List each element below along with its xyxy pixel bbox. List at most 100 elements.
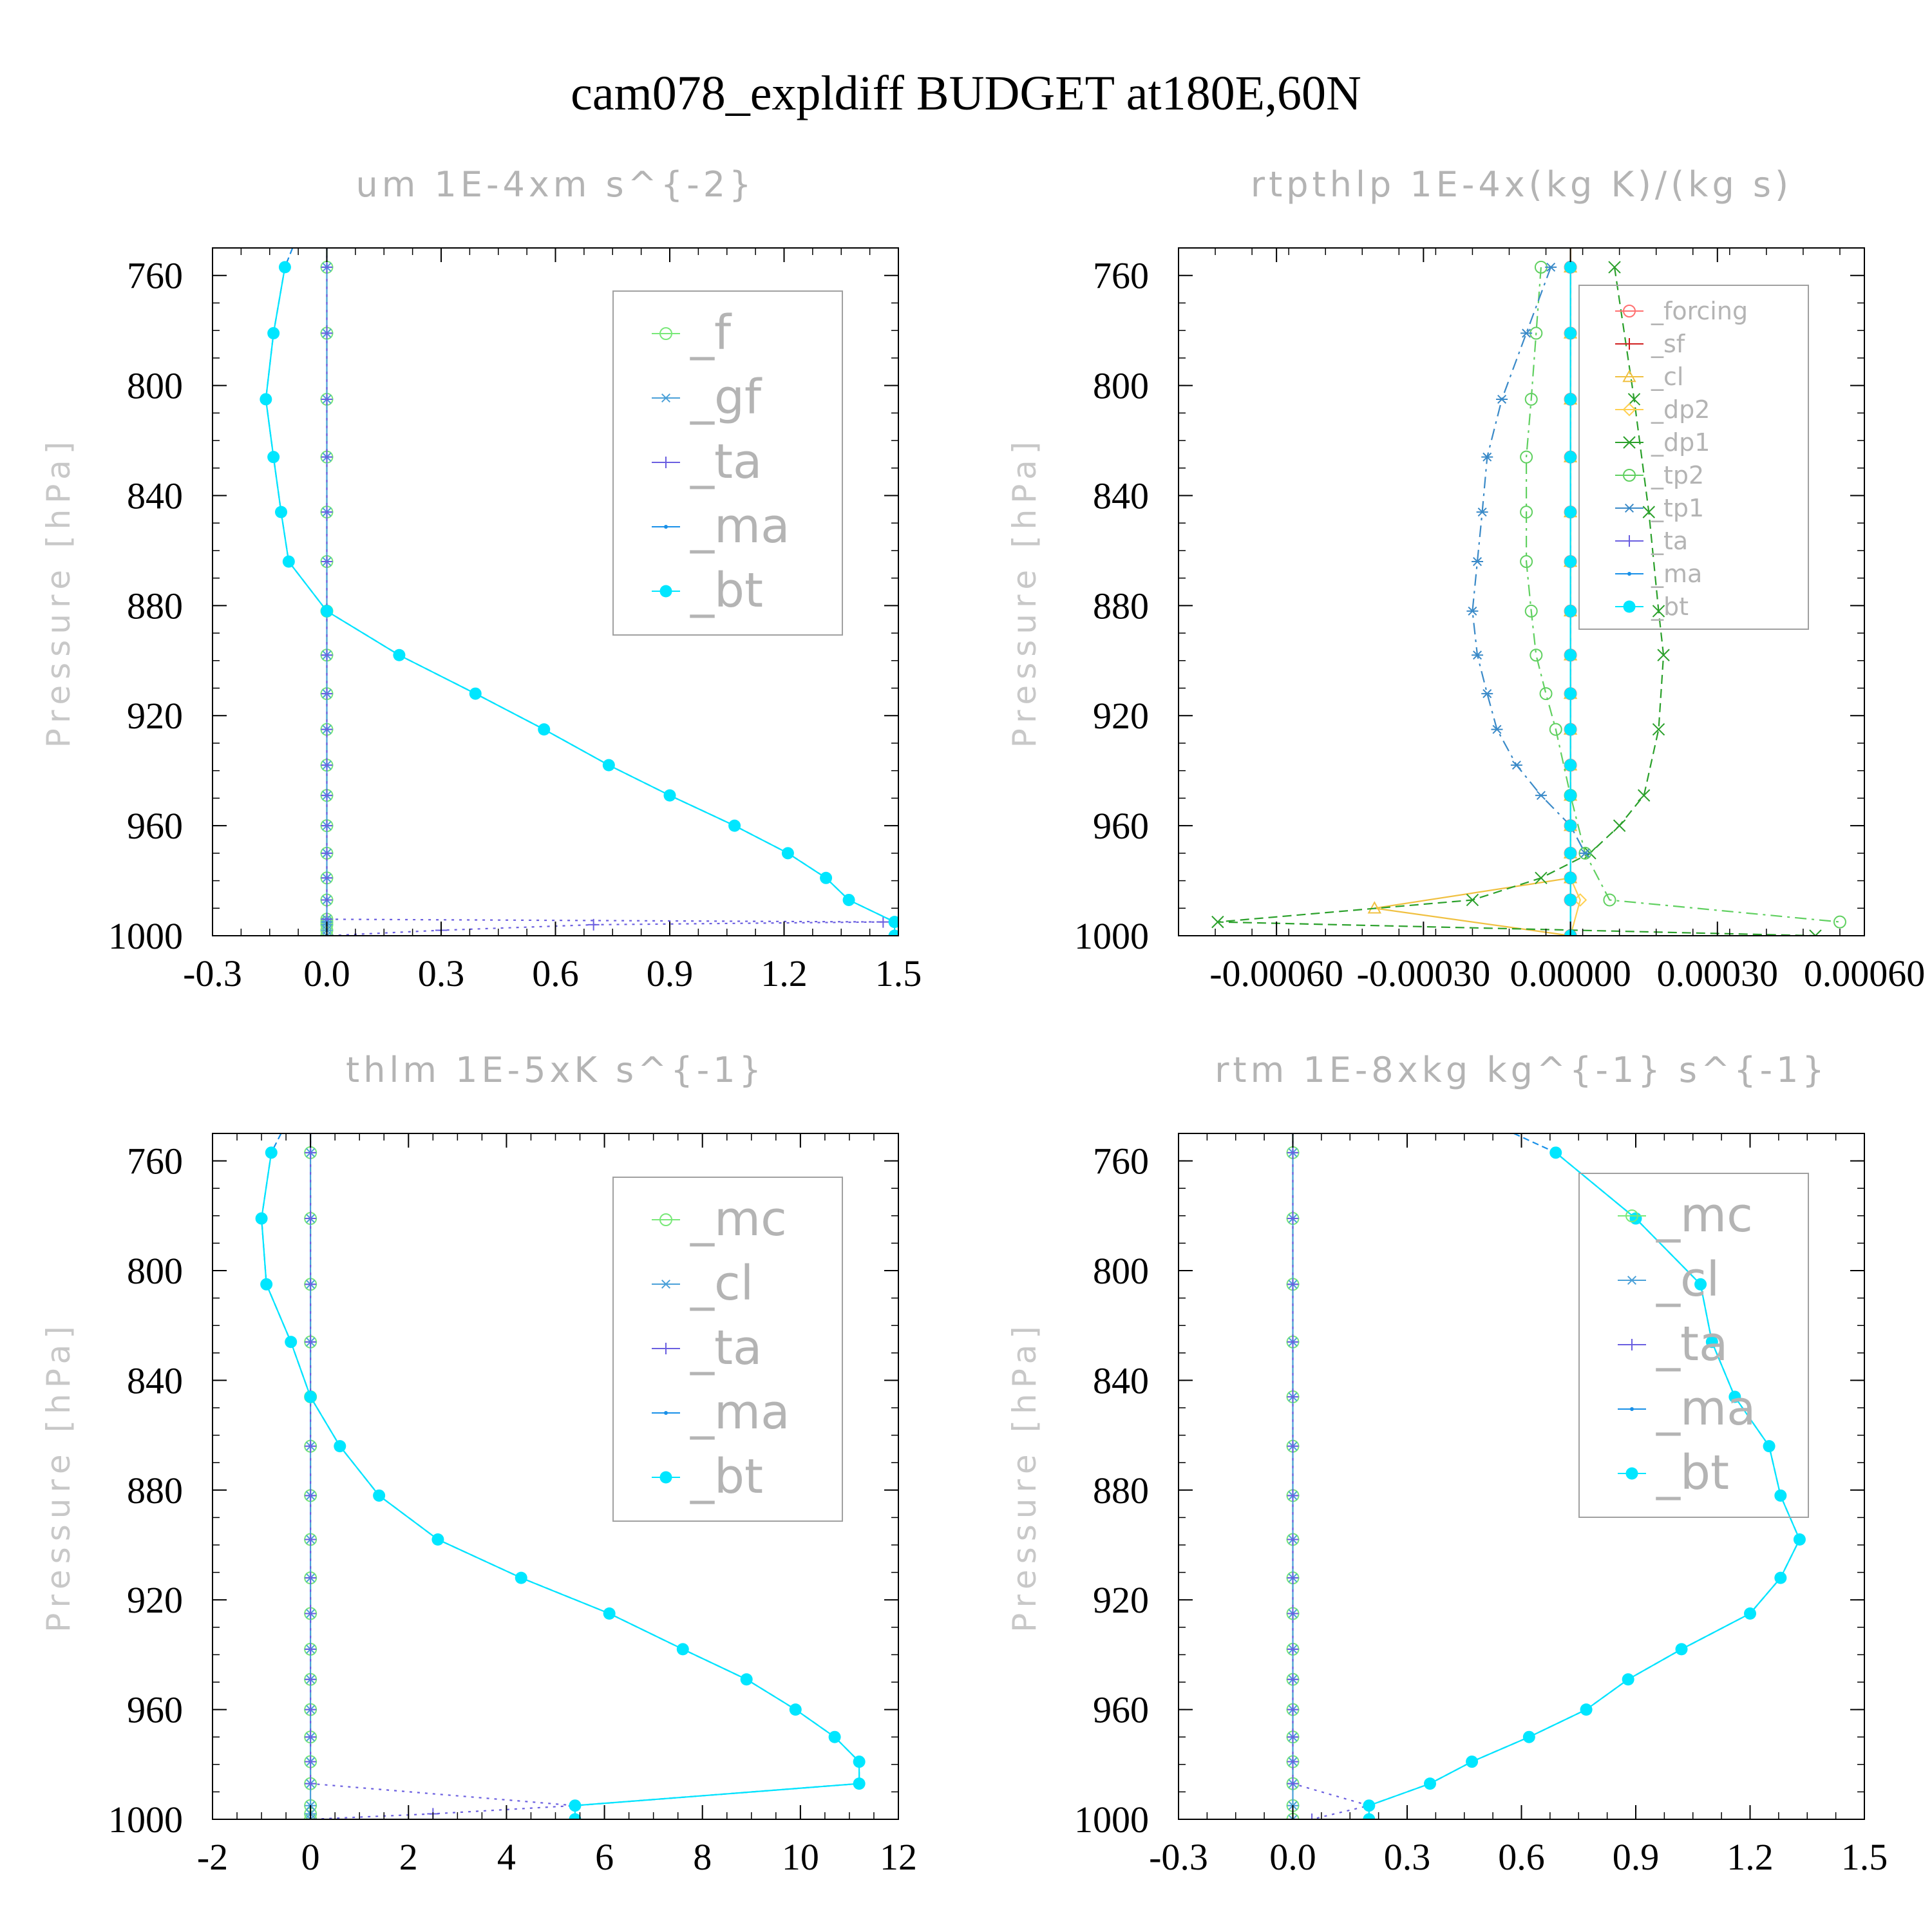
data-point-ta [321,688,333,700]
y-tick-label: 920 [1093,1579,1149,1621]
data-point-bt [1564,393,1577,406]
data-point-ta [1287,1390,1299,1403]
data-point-ta [321,261,333,273]
legend-label-bt: _bt [690,563,763,618]
data-point-bt [1564,555,1577,568]
data-point-ta [1287,1440,1299,1452]
series-line-ta [1292,1133,1372,1819]
x-tick-label: 0.9 [647,952,694,994]
data-point-bt [538,723,551,736]
data-point-bt [265,1146,278,1159]
series-line-tp1 [1472,267,1586,854]
data-point-dp1 [1627,393,1641,406]
legend-label-ma: _ma [1656,1381,1756,1436]
data-point-ta [321,759,333,772]
y-tick-label: 760 [127,1141,183,1182]
data-point-bt [373,1489,386,1502]
data-point-bt [603,1607,616,1620]
data-point-dp1 [1466,893,1479,907]
figure-title: cam078_expldiff BUDGET at180E,60N [571,66,1361,120]
x-tick-label: 0.00030 [1657,952,1779,994]
legend-label-ta: _ta [690,1320,762,1376]
data-point-tp1 [1535,791,1547,800]
plot-frame [1178,1133,1865,1820]
data-point-gf [1287,1814,1299,1819]
data-point-ta [305,1278,317,1291]
data-point-bt [1564,893,1577,906]
series-line-ma [265,248,895,923]
data-point-dp1 [1535,871,1548,884]
plot-frame [1178,247,1865,936]
data-point-bt [1564,605,1577,618]
x-tick-label: 4 [497,1836,516,1878]
legend: _forcing _sf _cl _dp2 _dp1 _tp2 _tp1 _ta _ma _bt [1578,285,1809,630]
data-point-tp1 [1466,606,1479,616]
data-point-ta [1287,1146,1299,1159]
x-tick-label: 1.2 [1727,1836,1774,1878]
data-point-bt [888,916,898,929]
legend-marker-bt [659,1471,672,1484]
series-line-bt [1368,1151,1801,1819]
y-tick-label: 960 [1093,1689,1149,1731]
x-tick-label: 0.9 [1613,1836,1660,1878]
data-point-ta [305,1490,317,1502]
legend-label-tp2: _tp2 [1651,461,1704,489]
x-tick-label: 0.00000 [1510,952,1631,994]
data-point-bt [1564,847,1577,860]
series-line-ta [310,1133,575,1819]
data-point-bt [1694,1278,1707,1291]
data-point-ta [305,1607,317,1620]
data-point-dp1 [1637,789,1651,802]
y-tick-label: 760 [1093,1141,1149,1182]
y-tick-label: 840 [1093,1359,1149,1401]
y-tick-label: 920 [127,1579,183,1621]
legend-marker-mc [1625,1209,1638,1222]
legend-label-forcing: _forcing [1651,297,1748,325]
data-point-bt [1564,327,1577,339]
x-tick-label: -0.00030 [1356,952,1490,994]
legend-label-gf: _cl [690,1256,753,1311]
legend-label-mc: _mc [1656,1188,1753,1243]
data-point-ta [1287,1213,1299,1225]
y-tick-label: 800 [127,1250,183,1292]
panel-title: rtm 1E-8xkg kg^{-1} s^{-1} [1215,1050,1828,1090]
data-point-dp1 [1809,929,1822,936]
legend-label-bt: _bt [1651,592,1689,621]
legend-label-ta: _ta [1656,1316,1728,1372]
data-point-dp1 [1211,915,1224,929]
x-tick-label: 0.6 [1498,1836,1545,1878]
legend-label-bt: _bt [690,1449,763,1504]
data-point-ta [321,506,333,518]
y-axis-label: Pressure [hPa] [1006,436,1043,748]
data-point-bt [1705,1336,1718,1349]
x-tick-label: 0 [301,1836,320,1878]
data-point-dp1 [1642,506,1655,518]
data-point-ta [321,451,333,463]
data-point-ta [305,1731,317,1743]
panel-title: rtpthlp 1E-4x(kg K)/(kg s) [1251,164,1792,205]
data-point-bt [321,605,333,618]
data-point-ta [1287,1490,1299,1502]
x-tick-label: 10 [782,1836,819,1878]
data-point-dp1 [1652,605,1665,618]
y-tick-label: 800 [127,365,183,407]
data-point-ta [305,1336,317,1348]
data-point-dp1 [1657,649,1670,661]
data-point-ta [305,1440,317,1452]
y-tick-label: 1000 [1074,915,1149,957]
data-point-bt [602,759,615,772]
y-tick-label: 880 [127,1470,183,1511]
x-tick-label: 12 [880,1836,917,1878]
y-tick-label: 760 [127,255,183,297]
legend-marker-ta [1624,535,1635,547]
legend-label-ta: _ta [690,434,762,489]
legend-label-bt: _bt [1656,1445,1729,1501]
legend-label-f: _f [690,305,732,361]
legend-marker-cl [1622,369,1636,383]
y-tick-label: 960 [127,805,183,847]
data-point-dp1 [1613,819,1626,832]
y-tick-label: 840 [127,475,183,516]
x-tick-label: 0.6 [532,952,579,994]
legend-marker-forcing [1623,305,1636,317]
data-point-ta [1287,1607,1299,1620]
